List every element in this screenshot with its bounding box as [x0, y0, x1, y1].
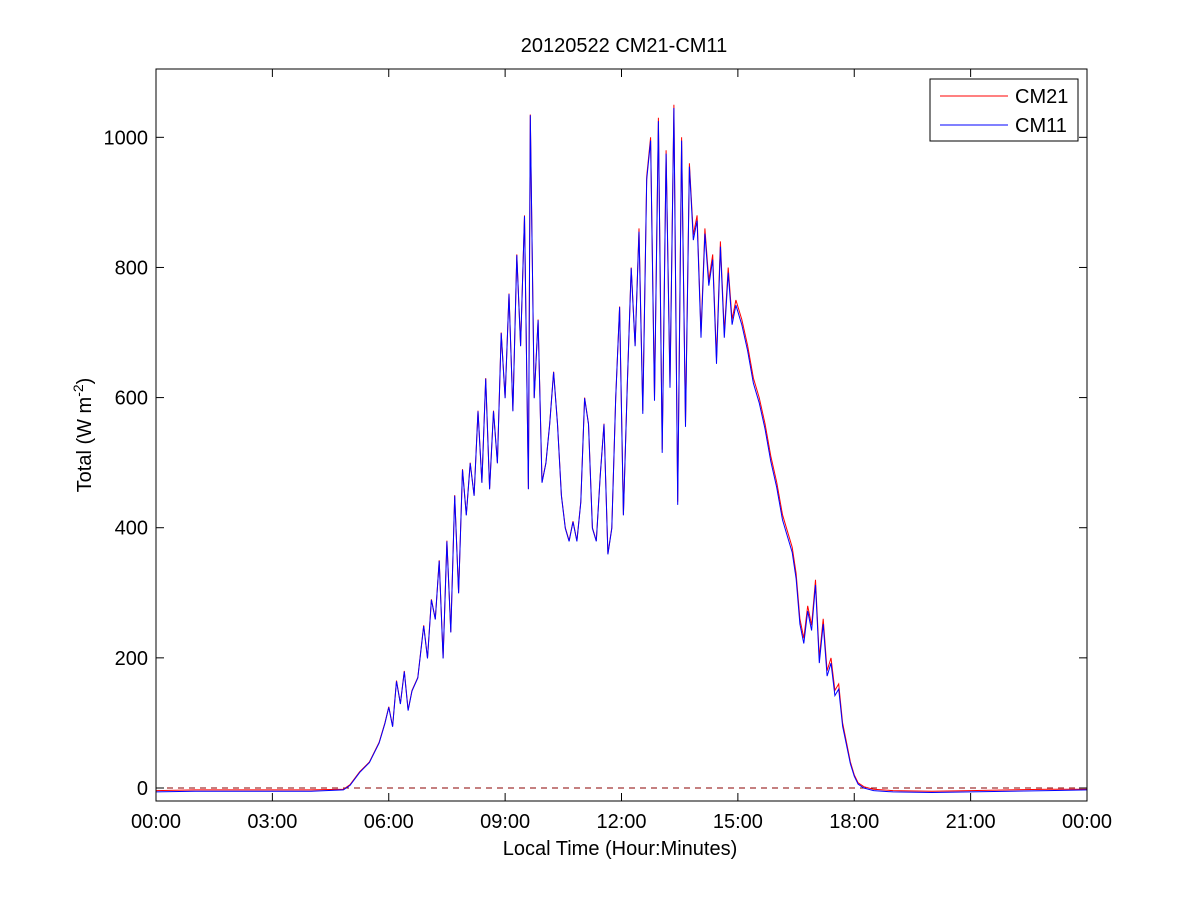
x-tick-label: 12:00 — [596, 811, 646, 833]
y-tick-label: 200 — [115, 648, 148, 670]
legend: CM21 CM11 — [929, 78, 1079, 142]
x-tick-label: 06:00 — [364, 811, 414, 833]
y-tick-label: 800 — [115, 257, 148, 279]
series-line-cm21 — [156, 104, 1087, 792]
x-tick-label: 18:00 — [829, 811, 879, 833]
x-tick-label: 03:00 — [247, 811, 297, 833]
y-axis-ticks: 0 200 400 600 800 1000 — [104, 127, 1087, 800]
series-line-cm11 — [156, 107, 1087, 794]
x-tick-label: 21:00 — [946, 811, 996, 833]
x-tick-label: 00:00 — [1062, 811, 1112, 833]
legend-label-cm21: CM21 — [1015, 86, 1068, 108]
y-tick-label: 600 — [115, 388, 148, 410]
legend-label-cm11: CM11 — [1015, 115, 1067, 137]
x-tick-label: 15:00 — [713, 811, 763, 833]
y-axis-label-close: ) — [74, 378, 96, 385]
chart-title: 20120522 CM21-CM11 — [521, 35, 727, 57]
y-axis-label-main: Total (W m — [74, 397, 96, 493]
x-tick-label: 00:00 — [131, 811, 181, 833]
legend-box — [929, 78, 1079, 142]
series-layer — [156, 104, 1087, 794]
y-axis-label: Total (W m-2) — [70, 378, 96, 493]
x-axis-ticks: 00:00 03:00 06:00 09:00 12:00 15:00 18:00 21:00… — [131, 69, 1112, 833]
y-tick-label: 400 — [115, 518, 148, 540]
y-axis-label-superscript: -2 — [70, 384, 86, 397]
x-axis-label: Local Time (Hour:Minutes) — [503, 838, 738, 860]
x-tick-label: 09:00 — [480, 811, 530, 833]
y-tick-label: 0 — [137, 778, 148, 800]
y-tick-label: 1000 — [104, 127, 149, 149]
